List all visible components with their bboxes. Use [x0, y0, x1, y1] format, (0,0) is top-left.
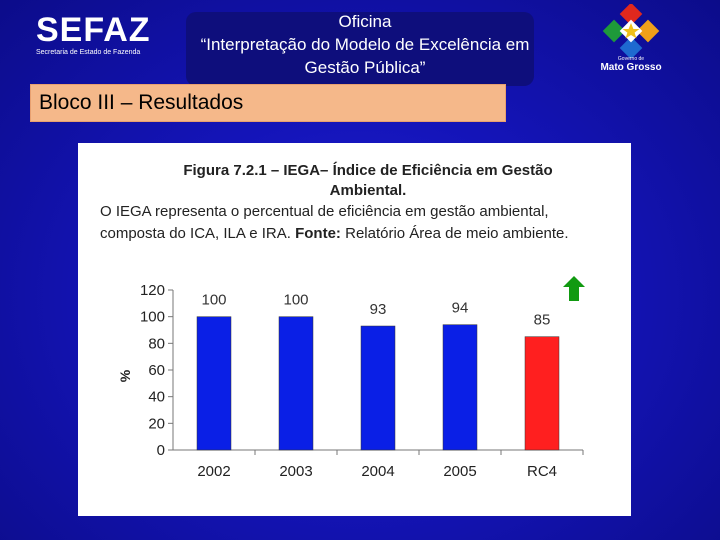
bar-RC4 — [524, 336, 560, 451]
slide-title: Oficina “Interpretação do Modelo de Exce… — [150, 10, 580, 79]
x-tick-label-2005: 2005 — [443, 463, 476, 480]
bar-chart: 0 20 40 60 80 100 120% 100 2002 100 2003 93 2004 94 20… — [117, 276, 585, 480]
y-tick-label: 40 — [148, 389, 165, 406]
x-tick-label-2002: 2002 — [197, 463, 230, 480]
data-label-2003: 100 — [283, 292, 308, 309]
bar-2003 — [278, 316, 314, 451]
sefaz-logo: SEFAZ Secretaria de Estado de Fazenda — [36, 12, 156, 60]
figure-description-text: O IEGA representa o percentual de eficiê… — [100, 203, 549, 242]
x-tick-label-RC4: RC4 — [527, 463, 557, 480]
section-header: Bloco III – Resultados — [30, 84, 506, 122]
y-tick-label: 20 — [148, 415, 165, 432]
y-tick-label: 120 — [140, 282, 165, 299]
y-tick-label: 0 — [157, 442, 165, 459]
y-tick-label: 80 — [148, 335, 165, 352]
x-tick-label-2003: 2003 — [279, 463, 312, 480]
slide-title-line-2: “Interpretação do Modelo de Excelência e… — [200, 35, 530, 54]
logo-right-line-1: Governo de — [617, 56, 645, 62]
bar-2002 — [196, 316, 232, 451]
mato-grosso-logo: Governo de Mato Grosso — [596, 2, 666, 76]
data-label-2002: 100 — [201, 292, 226, 309]
mato-grosso-emblem-icon — [602, 2, 660, 60]
logo-right-line-2: Mato Grosso — [600, 62, 662, 73]
y-axis-label: % — [117, 369, 133, 382]
figure-title-line-2: Ambiental. — [329, 182, 407, 199]
figure-source-text: Relatório Área de meio ambiente. — [340, 225, 569, 242]
figure-panel: Figura 7.2.1 – IEGA– Índice de Eficiênci… — [78, 143, 631, 516]
bar-2004 — [360, 325, 396, 451]
bar-2005 — [442, 324, 478, 451]
sefaz-logo-word: SEFAZ — [36, 11, 151, 49]
up-arrow-icon — [563, 276, 585, 301]
x-tick-label-2004: 2004 — [361, 463, 394, 480]
section-label: Bloco III – Resultados — [39, 91, 244, 114]
data-label-2005: 94 — [452, 300, 469, 317]
data-label-2004: 93 — [370, 301, 387, 318]
figure-source-label: Fonte: — [295, 225, 341, 242]
figure-title: Figura 7.2.1 – IEGA– Índice de Eficiênci… — [128, 161, 608, 201]
data-label-RC4: 85 — [534, 312, 551, 329]
y-tick-label: 60 — [148, 362, 165, 379]
slide-title-line-3: Gestão Pública” — [304, 58, 426, 77]
figure-description: O IEGA representa o percentual de eficiê… — [100, 201, 610, 245]
slide-title-line-1: Oficina — [338, 12, 392, 31]
title-box — [186, 12, 534, 86]
y-tick-label: 100 — [140, 309, 165, 326]
sefaz-logo-subtitle: Secretaria de Estado de Fazenda — [36, 49, 141, 56]
figure-title-line-1: Figura 7.2.1 – IEGA– Índice de Eficiênci… — [183, 162, 553, 179]
